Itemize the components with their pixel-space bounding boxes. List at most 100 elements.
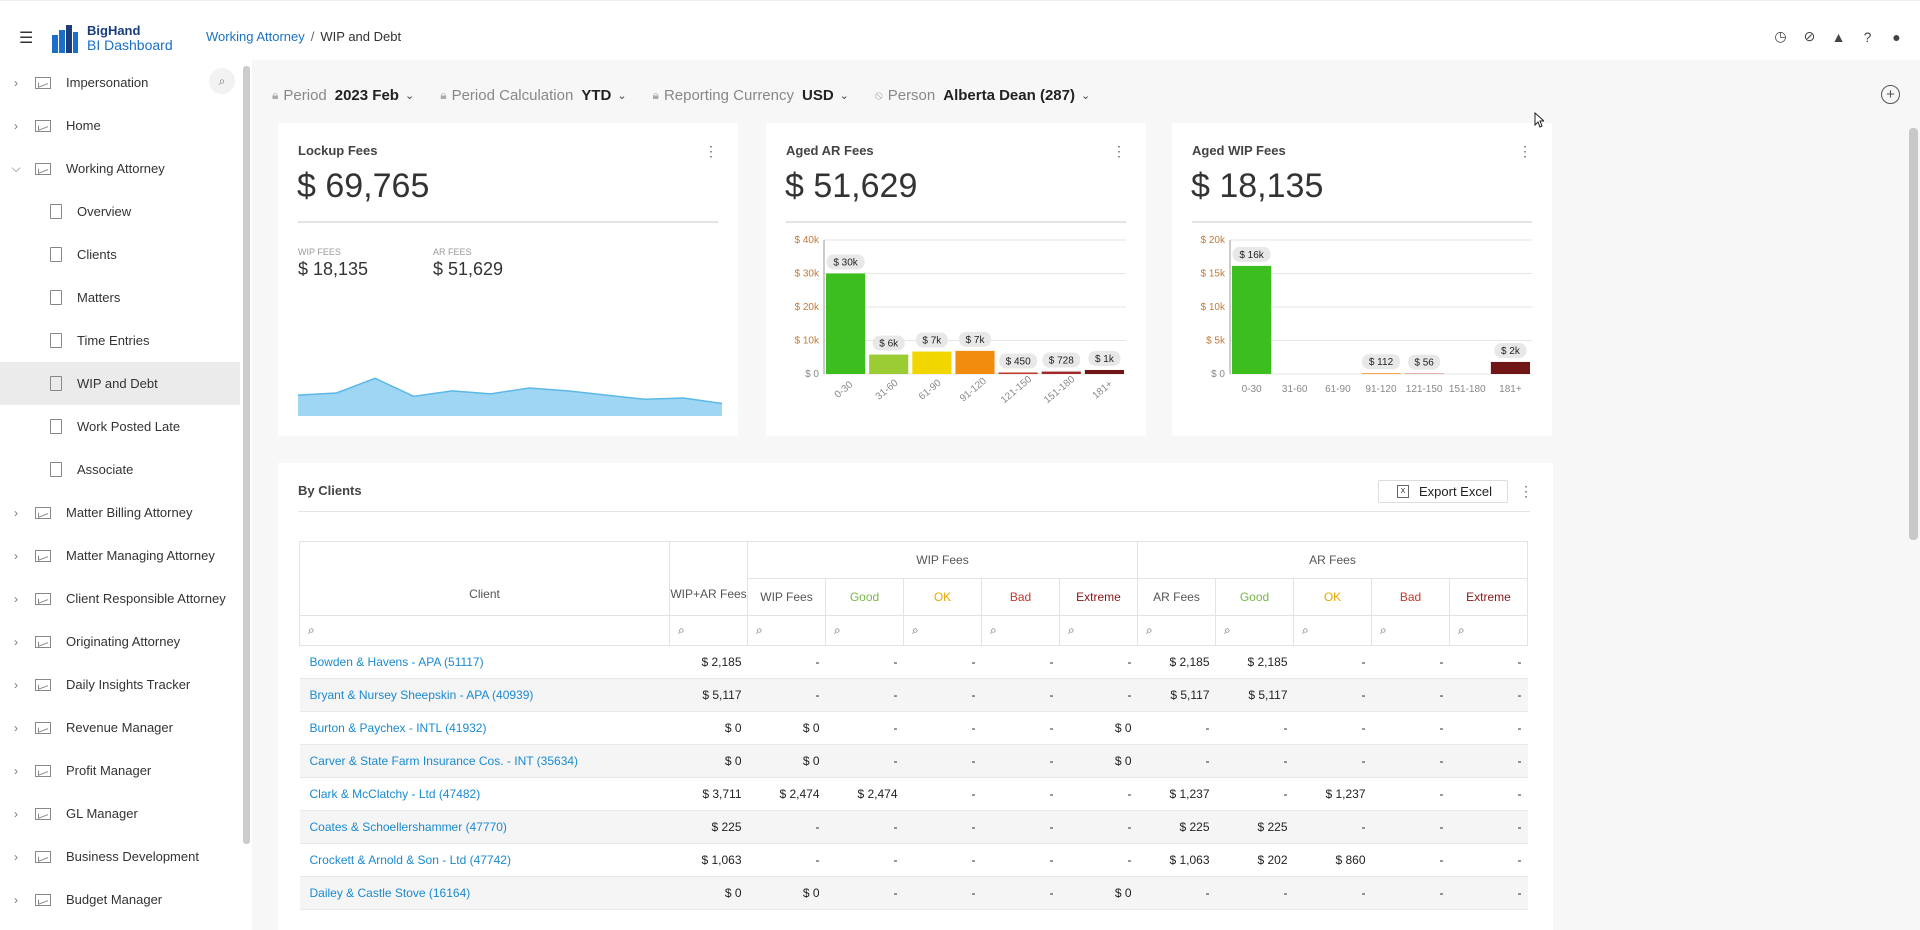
bar-0-30[interactable]: [826, 273, 866, 375]
col-header-ar-fees[interactable]: AR Fees: [1137, 578, 1216, 616]
client-link[interactable]: Carver & State Farm Insurance Cos. - INT…: [299, 744, 670, 778]
more-menu-icon[interactable]: ⋮: [1112, 143, 1126, 159]
sidebar-item-originating-attorney[interactable]: › Originating Attorney: [0, 620, 240, 663]
bar-151-180[interactable]: [1041, 371, 1081, 374]
client-link[interactable]: Crockett & Arnold & Son - Ltd (47742): [299, 843, 670, 877]
col-header-ar-bad[interactable]: Bad: [1371, 578, 1450, 616]
chevron-right-icon[interactable]: ›: [14, 75, 18, 90]
person-filter[interactable]: ⦸ Person Alberta Dean (287) ⌄: [875, 87, 1090, 104]
sidebar-item-home[interactable]: › Home: [0, 104, 240, 147]
add-widget-button[interactable]: +: [1881, 85, 1900, 104]
bar-91-120[interactable]: [1361, 373, 1401, 374]
bell-icon[interactable]: ▲: [1831, 28, 1846, 45]
sidebar-item-time-entries[interactable]: Time Entries: [0, 319, 240, 362]
bar-181+[interactable]: [1084, 369, 1124, 374]
bar-0-30[interactable]: [1232, 265, 1272, 374]
table-row[interactable]: Dailey & Castle Stove (16164) $ 0 $ 0- - - $ …: [299, 876, 1528, 910]
col-header-wip-good[interactable]: Good: [825, 578, 904, 616]
main-scrollbar[interactable]: [1909, 128, 1918, 540]
reporting-currency-filter[interactable]: 🔒︎ Reporting Currency USD ⌄: [653, 87, 849, 104]
col-header-wip-fees[interactable]: WIP Fees: [747, 578, 826, 616]
column-search-icon[interactable]: ⌕: [1371, 615, 1450, 646]
column-search-icon[interactable]: ⌕: [1059, 615, 1138, 646]
bar-121-150[interactable]: [998, 372, 1038, 374]
table-row[interactable]: Coates & Schoellershammer (47770) $ 225- -…: [299, 810, 1528, 844]
col-header-wip-extreme[interactable]: Extreme: [1059, 578, 1138, 616]
col-header-wip-bad[interactable]: Bad: [981, 578, 1060, 616]
table-row[interactable]: Burton & Paychex - INTL (41932) $ 0 $ 0---…: [299, 711, 1528, 745]
bar-61-90[interactable]: [912, 351, 952, 374]
sidebar-item-matter-managing-attorney[interactable]: › Matter Managing Attorney: [0, 534, 240, 577]
col-header-ar-good[interactable]: Good: [1215, 578, 1294, 616]
col-header-ar-extreme[interactable]: Extreme: [1449, 578, 1528, 616]
sidebar-item-work-posted-late[interactable]: Work Posted Late: [0, 405, 240, 448]
chevron-right-icon[interactable]: ›: [14, 677, 18, 692]
column-search-icon[interactable]: ⌕: [747, 615, 826, 646]
col-header-wip-ar-fees[interactable]: WIP+AR Fees: [669, 541, 748, 616]
bar-181+[interactable]: [1490, 361, 1530, 374]
chevron-right-icon[interactable]: ›: [14, 548, 18, 563]
column-search-icon[interactable]: ⌕: [1449, 615, 1528, 646]
bar-31-60[interactable]: [869, 354, 909, 374]
column-search-icon[interactable]: ⌕: [981, 615, 1060, 646]
table-row[interactable]: Carver & State Farm Insurance Cos. - INT…: [299, 744, 1528, 778]
sidebar-item-working-attorney[interactable]: ⌵ Working Attorney: [0, 147, 240, 190]
export-excel-button[interactable]: X Export Excel: [1378, 480, 1508, 503]
client-link[interactable]: Burton & Paychex - INTL (41932): [299, 711, 670, 745]
column-search-icon[interactable]: ⌕: [1137, 615, 1216, 646]
user-icon[interactable]: ●: [1892, 28, 1901, 45]
sidebar-item-profit-manager[interactable]: › Profit Manager: [0, 749, 240, 792]
client-link[interactable]: Dailey & Castle Stove (16164): [299, 876, 670, 910]
chevron-right-icon[interactable]: ›: [14, 505, 18, 520]
sidebar-search-icon[interactable]: ⌕: [209, 68, 235, 94]
sidebar-item-clients[interactable]: Clients: [0, 233, 240, 276]
more-menu-icon[interactable]: ⋮: [1519, 483, 1533, 499]
period-calculation-filter[interactable]: 🔒︎ Period Calculation YTD ⌄: [440, 87, 626, 104]
col-header-wip-ok[interactable]: OK: [903, 578, 982, 616]
column-search-icon[interactable]: ⌕: [299, 615, 670, 646]
table-row[interactable]: Crockett & Arnold & Son - Ltd (47742) $ 1…: [299, 843, 1528, 877]
table-row[interactable]: Bryant & Nursey Sheepskin - APA (40939) $…: [299, 678, 1528, 712]
sidebar-item-revenue-manager[interactable]: › Revenue Manager: [0, 706, 240, 749]
col-header-client[interactable]: Client: [299, 541, 670, 616]
column-search-icon[interactable]: ⌕: [1215, 615, 1294, 646]
sidebar-scrollbar[interactable]: [243, 66, 250, 844]
table-row[interactable]: Bowden & Havens - APA (51117) $ 2,185- - - -…: [299, 645, 1528, 679]
period-filter[interactable]: 🔒︎ Period 2023 Feb ⌄: [272, 87, 414, 104]
chevron-right-icon[interactable]: ›: [14, 849, 18, 864]
client-link[interactable]: Clark & McClatchy - Ltd (47482): [299, 777, 670, 811]
chevron-right-icon[interactable]: ›: [14, 720, 18, 735]
client-link[interactable]: Coates & Schoellershammer (47770): [299, 810, 670, 844]
chevron-right-icon[interactable]: ›: [14, 634, 18, 649]
sidebar-item-business-development[interactable]: › Business Development: [0, 835, 240, 878]
logo[interactable]: BigHand BI Dashboard: [52, 23, 224, 53]
sidebar-item-overview[interactable]: Overview: [0, 190, 240, 233]
chevron-right-icon[interactable]: ›: [14, 591, 18, 606]
help-icon[interactable]: ?: [1863, 28, 1872, 45]
sidebar-item-daily-insights-tracker[interactable]: › Daily Insights Tracker: [0, 663, 240, 706]
sidebar-item-matter-billing-attorney[interactable]: › Matter Billing Attorney: [0, 491, 240, 534]
menu-collapse-icon[interactable]: ☰: [19, 30, 34, 47]
more-menu-icon[interactable]: ⋮: [1518, 143, 1532, 159]
breadcrumb-parent-link[interactable]: Working Attorney: [206, 29, 305, 44]
column-search-icon[interactable]: ⌕: [1293, 615, 1372, 646]
client-link[interactable]: Bowden & Havens - APA (51117): [299, 645, 670, 679]
column-search-icon[interactable]: ⌕: [669, 615, 748, 646]
chevron-right-icon[interactable]: ›: [14, 118, 18, 133]
sidebar-item-budget-manager[interactable]: › Budget Manager: [0, 878, 240, 921]
chevron-right-icon[interactable]: ›: [14, 806, 18, 821]
chevron-right-icon[interactable]: ›: [14, 892, 18, 907]
sidebar-item-associate[interactable]: Associate: [0, 448, 240, 491]
sidebar-item-impersonation[interactable]: › Impersonation: [0, 61, 240, 104]
visibility-off-icon[interactable]: ⊘: [1803, 28, 1816, 44]
sidebar-item-gl-manager[interactable]: › GL Manager: [0, 792, 240, 835]
chevron-right-icon[interactable]: ›: [14, 763, 18, 778]
more-menu-icon[interactable]: ⋮: [704, 143, 718, 159]
history-icon[interactable]: ◷: [1774, 28, 1787, 44]
chevron-down-icon[interactable]: ⌵: [11, 161, 21, 175]
sidebar-item-client-responsible-attorney[interactable]: › Client Responsible Attorney: [0, 577, 240, 620]
column-search-icon[interactable]: ⌕: [903, 615, 982, 646]
column-search-icon[interactable]: ⌕: [825, 615, 904, 646]
bar-91-120[interactable]: [955, 350, 995, 374]
sidebar-item-wip-and-debt[interactable]: WIP and Debt: [0, 362, 240, 405]
